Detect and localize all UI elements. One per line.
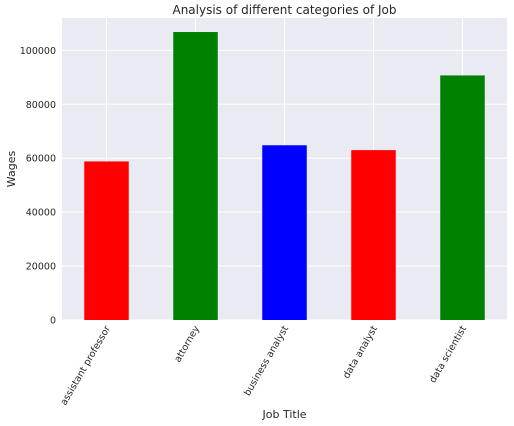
y-axis-label: Wages	[5, 151, 18, 188]
y-tick-label: 40000	[26, 208, 56, 219]
y-tick-label: 80000	[26, 100, 56, 111]
x-axis-label: Job Title	[261, 408, 306, 421]
bar-data-scientist	[440, 75, 485, 320]
y-tick-label: 20000	[26, 262, 56, 273]
bar-business-analyst	[262, 145, 307, 320]
y-tick-label: 0	[50, 316, 56, 327]
x-tick-label: data scientist	[428, 324, 470, 385]
chart-title: Analysis of different categories of Job	[172, 3, 396, 17]
x-tick-labels: assistant professor attorney business anal…	[59, 324, 470, 408]
bar-data-analyst	[351, 150, 396, 320]
x-tick-label: assistant professor	[59, 324, 114, 407]
bars	[84, 32, 485, 321]
bar-assistant-professor	[84, 161, 129, 320]
x-tick-label: business analyst	[242, 324, 291, 398]
y-tick-label: 100000	[20, 46, 56, 57]
y-tick-labels: 0 20000 40000 60000 80000 100000	[20, 46, 56, 327]
y-tick-label: 60000	[26, 154, 56, 165]
bar-attorney	[173, 32, 218, 321]
x-tick-label: attorney	[172, 324, 202, 365]
x-tick-label: data analyst	[341, 324, 380, 381]
